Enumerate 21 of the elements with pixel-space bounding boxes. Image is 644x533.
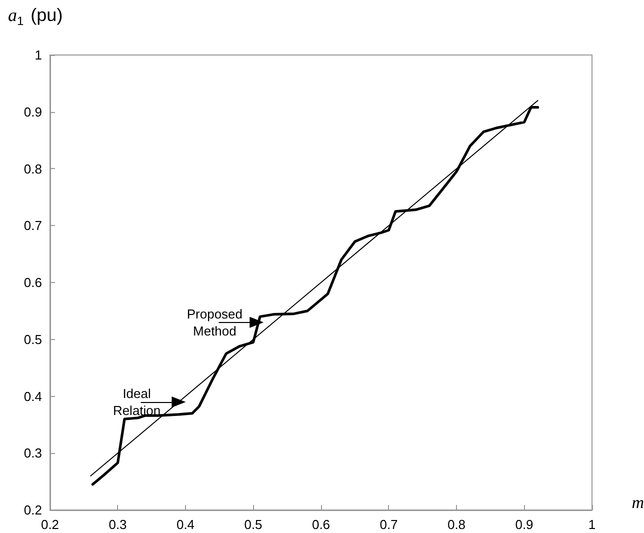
y-tick-label: 0.5 [24, 332, 42, 347]
y-tick-label: 1 [34, 48, 42, 62]
x-tick-label: 0.9 [515, 517, 534, 532]
y-tick-label: 0.4 [24, 388, 42, 404]
x-tick-label: 0.5 [244, 517, 262, 532]
x-tick-label: 0.7 [380, 517, 398, 532]
y-tick-label: 0.8 [24, 161, 42, 176]
y-tick-label: 0.6 [24, 275, 42, 290]
x-axis-title: m [632, 493, 644, 512]
x-tick-label: 0.2 [40, 517, 60, 532]
y-tick-label: 0.9 [24, 104, 42, 120]
x-tick-label: 0.3 [108, 517, 127, 532]
y-tick-label: 0.3 [24, 446, 42, 461]
x-tick-label: 0.4 [176, 517, 195, 532]
y-tick-label: 0.7 [24, 218, 42, 234]
annotation: Ideal Relation [112, 386, 161, 418]
y-tick-label: 0.2 [24, 502, 42, 518]
annotation: Proposed Method [186, 306, 243, 338]
x-tick-label: 1 [588, 517, 596, 532]
x-tick-label: 0.8 [447, 517, 466, 532]
x-tick-label: 0.6 [312, 517, 330, 532]
